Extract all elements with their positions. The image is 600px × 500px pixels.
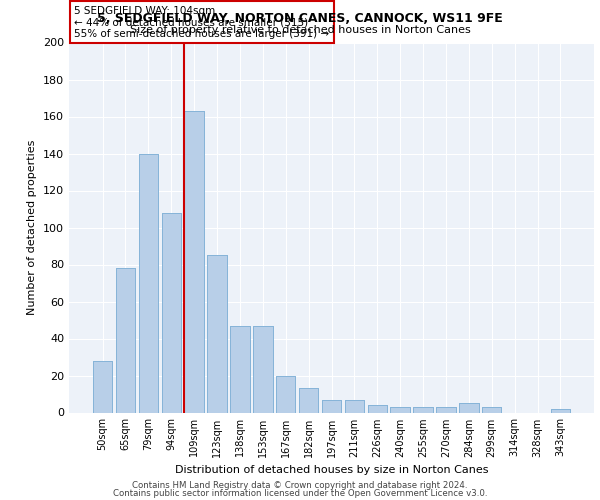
Bar [368,405,387,412]
Bar [230,326,250,412]
Bar [116,268,135,412]
Bar [344,400,364,412]
Bar [459,403,479,412]
Text: Contains public sector information licensed under the Open Government Licence v3: Contains public sector information licen… [113,488,487,498]
X-axis label: Distribution of detached houses by size in Norton Canes: Distribution of detached houses by size … [175,465,488,475]
Text: 5, SEDGFIELD WAY, NORTON CANES, CANNOCK, WS11 9FE: 5, SEDGFIELD WAY, NORTON CANES, CANNOCK,… [97,12,503,26]
Bar [184,111,204,412]
Bar [391,407,410,412]
Bar [184,111,204,412]
Bar [208,255,227,412]
Bar [93,360,112,412]
Bar [276,376,295,412]
Bar [436,407,455,412]
Bar [391,407,410,412]
Bar [139,154,158,412]
Bar [459,403,479,412]
Bar [116,268,135,412]
Bar [253,326,272,412]
Bar [482,407,502,412]
Text: Contains HM Land Registry data © Crown copyright and database right 2024.: Contains HM Land Registry data © Crown c… [132,481,468,490]
Bar [299,388,319,412]
Bar [322,400,341,412]
Bar [413,407,433,412]
Text: 5 SEDGFIELD WAY: 104sqm
← 44% of detached houses are smaller (315)
55% of semi-d: 5 SEDGFIELD WAY: 104sqm ← 44% of detache… [74,6,329,39]
Bar [482,407,502,412]
Bar [93,360,112,412]
Text: Size of property relative to detached houses in Norton Canes: Size of property relative to detached ho… [130,25,470,35]
Bar [413,407,433,412]
Bar [253,326,272,412]
Bar [551,409,570,412]
Bar [139,154,158,412]
Bar [161,212,181,412]
Bar [299,388,319,412]
Y-axis label: Number of detached properties: Number of detached properties [28,140,37,315]
Bar [322,400,341,412]
Bar [208,255,227,412]
Bar [344,400,364,412]
Bar [276,376,295,412]
Bar [161,212,181,412]
Bar [551,409,570,412]
Bar [436,407,455,412]
Bar [230,326,250,412]
Bar [368,405,387,412]
